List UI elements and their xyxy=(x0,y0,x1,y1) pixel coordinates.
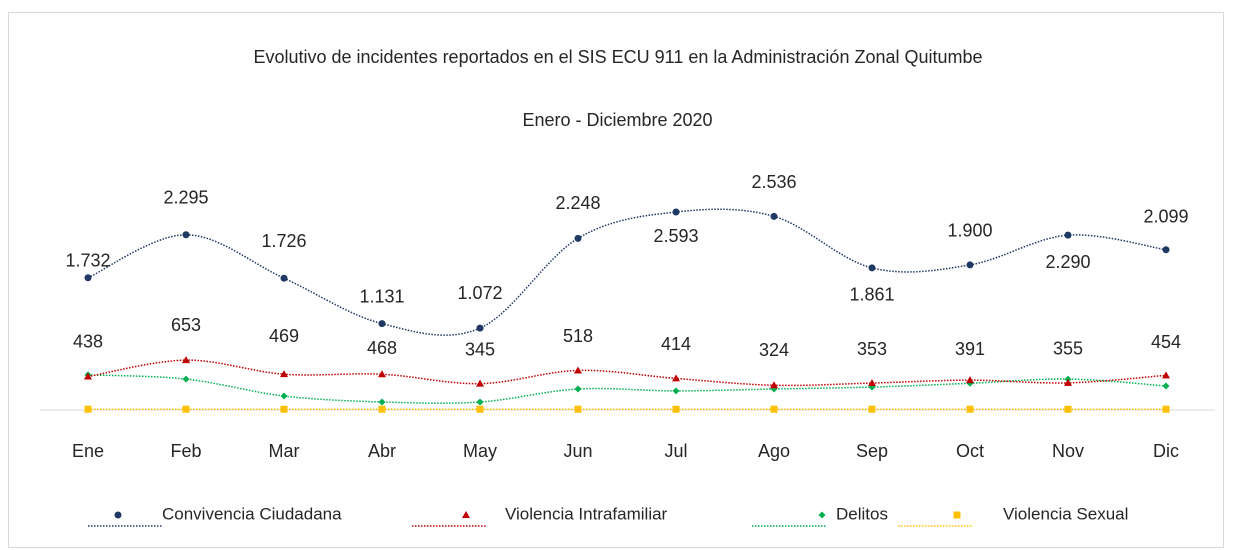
data-label: 2.593 xyxy=(653,226,698,246)
data-label: 324 xyxy=(759,340,789,360)
x-tick-label: Dic xyxy=(1153,441,1179,461)
marker xyxy=(574,366,582,374)
marker xyxy=(770,212,778,220)
x-tick-label: Jul xyxy=(664,441,687,461)
marker xyxy=(378,398,386,406)
marker xyxy=(378,405,386,413)
x-tick-label: Feb xyxy=(170,441,201,461)
marker xyxy=(672,387,680,395)
marker xyxy=(868,379,876,387)
x-tick-label: Mar xyxy=(269,441,300,461)
marker xyxy=(84,405,92,413)
data-label: 438 xyxy=(73,331,103,351)
data-label: 353 xyxy=(857,339,887,359)
marker xyxy=(114,511,122,519)
series-line xyxy=(87,208,1167,336)
data-label: 1.072 xyxy=(457,283,502,303)
data-label: 2.290 xyxy=(1045,252,1090,272)
marker xyxy=(476,398,484,406)
marker xyxy=(182,405,190,413)
marker xyxy=(966,376,974,384)
chart-subtitle: Enero - Diciembre 2020 xyxy=(522,110,713,130)
data-label: 518 xyxy=(563,326,593,346)
data-label: 414 xyxy=(661,334,691,354)
marker xyxy=(378,320,386,328)
data-label: 469 xyxy=(269,326,299,346)
marker xyxy=(182,356,190,364)
marker xyxy=(1162,382,1170,390)
legend-label: Violencia Intrafamiliar xyxy=(505,504,668,523)
marker xyxy=(574,234,582,242)
marker xyxy=(280,370,288,378)
marker xyxy=(1064,378,1072,386)
marker xyxy=(672,405,680,413)
data-label: 454 xyxy=(1151,332,1181,352)
series-line xyxy=(87,374,1167,404)
marker xyxy=(280,405,288,413)
marker xyxy=(953,511,961,519)
data-label: 355 xyxy=(1053,339,1083,359)
marker xyxy=(84,274,92,282)
marker xyxy=(1064,231,1072,239)
data-label: 391 xyxy=(955,339,985,359)
data-label: 1.900 xyxy=(947,221,992,241)
x-tick-label: Ago xyxy=(758,441,790,461)
x-tick-label: Jun xyxy=(563,441,592,461)
marker xyxy=(966,261,974,269)
marker xyxy=(462,511,470,518)
x-tick-label: Oct xyxy=(956,441,984,461)
data-label: 2.295 xyxy=(163,188,208,208)
data-label: 653 xyxy=(171,315,201,335)
marker xyxy=(966,405,974,413)
marker xyxy=(1064,405,1072,413)
marker xyxy=(84,372,92,380)
data-label: 2.536 xyxy=(751,172,796,192)
x-tick-label: Abr xyxy=(368,441,396,461)
x-tick-label: Ene xyxy=(72,441,104,461)
legend-label: Violencia Sexual xyxy=(1003,504,1128,523)
marker xyxy=(378,370,386,378)
marker xyxy=(818,511,826,519)
marker xyxy=(574,385,582,393)
marker xyxy=(476,405,484,413)
marker xyxy=(1162,371,1170,379)
marker xyxy=(280,392,288,400)
legend-label: Delitos xyxy=(836,504,888,523)
marker xyxy=(280,274,288,282)
marker xyxy=(672,208,680,216)
x-tick-label: May xyxy=(463,441,497,461)
x-tick-label: Nov xyxy=(1052,441,1084,461)
data-label: 1.732 xyxy=(65,250,110,270)
data-label: 1.131 xyxy=(359,286,404,306)
data-label: 468 xyxy=(367,338,397,358)
marker xyxy=(868,405,876,413)
marker xyxy=(770,405,778,413)
data-label: 1.861 xyxy=(849,285,894,305)
marker xyxy=(770,381,778,389)
marker xyxy=(182,231,190,239)
marker xyxy=(476,379,484,387)
data-label: 2.099 xyxy=(1143,206,1188,226)
x-tick-label: Sep xyxy=(856,441,888,461)
legend-label: Convivencia Ciudadana xyxy=(162,504,342,523)
data-label: 345 xyxy=(465,339,495,359)
chart-frame xyxy=(8,12,1224,548)
chart-title: Evolutivo de incidentes reportados en el… xyxy=(253,47,983,67)
marker xyxy=(182,375,190,383)
data-label: 2.248 xyxy=(555,193,600,213)
data-label: 1.726 xyxy=(261,231,306,251)
marker xyxy=(476,324,484,332)
marker xyxy=(868,264,876,272)
marker xyxy=(574,405,582,413)
series-line xyxy=(87,359,1167,387)
marker xyxy=(1162,246,1170,254)
marker xyxy=(672,374,680,382)
marker xyxy=(1162,405,1170,413)
